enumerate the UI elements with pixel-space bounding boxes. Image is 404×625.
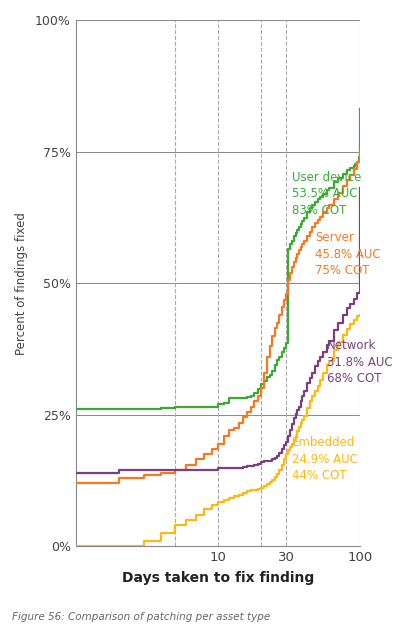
Text: Figure 56: Comparison of patching per asset type: Figure 56: Comparison of patching per as… — [12, 612, 270, 622]
Y-axis label: Percent of findings fixed: Percent of findings fixed — [15, 212, 28, 354]
Text: User device
53.5% AUC
83% COT: User device 53.5% AUC 83% COT — [292, 171, 361, 217]
Text: Embedded
24.9% AUC
44% COT: Embedded 24.9% AUC 44% COT — [292, 436, 358, 482]
Text: Server
45.8% AUC
75% COT: Server 45.8% AUC 75% COT — [315, 231, 381, 277]
X-axis label: Days taken to fix finding: Days taken to fix finding — [122, 571, 314, 585]
Text: Network
31.8% AUC
68% COT: Network 31.8% AUC 68% COT — [327, 339, 392, 385]
